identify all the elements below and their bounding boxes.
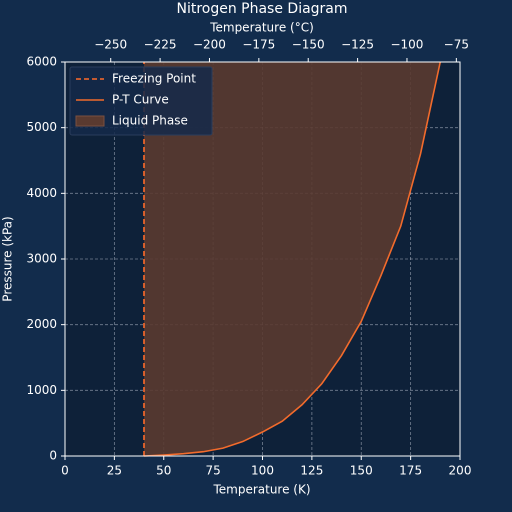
x2-tick-label: −100 xyxy=(390,38,423,52)
x-label: Temperature (K) xyxy=(212,483,310,497)
x2-tick-label: −250 xyxy=(94,38,127,52)
y-tick-label: 1000 xyxy=(26,383,57,397)
x-tick-label: 75 xyxy=(205,464,220,478)
y-tick-label: 2000 xyxy=(26,317,57,331)
y-label: Pressure (kPa) xyxy=(1,216,15,301)
plot-frame xyxy=(64,61,461,457)
chart-title: Nitrogen Phase Diagram xyxy=(176,1,347,17)
x2-tick-label: −125 xyxy=(341,38,374,52)
liquid-area xyxy=(144,62,441,456)
y-tick-label: 6000 xyxy=(26,55,57,69)
x-tick-label: 125 xyxy=(300,464,323,478)
y-tick-label: 5000 xyxy=(26,120,57,134)
x-tick-label: 50 xyxy=(156,464,171,478)
x-tick-label: 150 xyxy=(350,464,373,478)
x-tick-label: 175 xyxy=(399,464,422,478)
legend-box xyxy=(69,66,213,136)
x2-label: Temperature (°C) xyxy=(209,21,314,35)
legend-label: Freezing Point xyxy=(112,72,196,86)
legend-label: Liquid Phase xyxy=(112,114,188,128)
x2-tick-label: −175 xyxy=(242,38,275,52)
y-tick-label: 0 xyxy=(49,449,57,463)
legend-swatch xyxy=(75,115,105,127)
x2-tick-label: −225 xyxy=(144,38,177,52)
legend-label: P-T Curve xyxy=(112,93,169,107)
x-tick-label: 200 xyxy=(449,464,472,478)
x-tick-label: 25 xyxy=(107,464,122,478)
pt-curve xyxy=(143,61,442,457)
x2-tick-label: −150 xyxy=(292,38,325,52)
x2-tick-label: −200 xyxy=(193,38,226,52)
x2-tick-label: −75 xyxy=(444,38,469,52)
y-tick-label: 3000 xyxy=(26,252,57,266)
y-tick-label: 4000 xyxy=(26,186,57,200)
x-tick-label: 0 xyxy=(61,464,69,478)
x-tick-label: 100 xyxy=(251,464,274,478)
